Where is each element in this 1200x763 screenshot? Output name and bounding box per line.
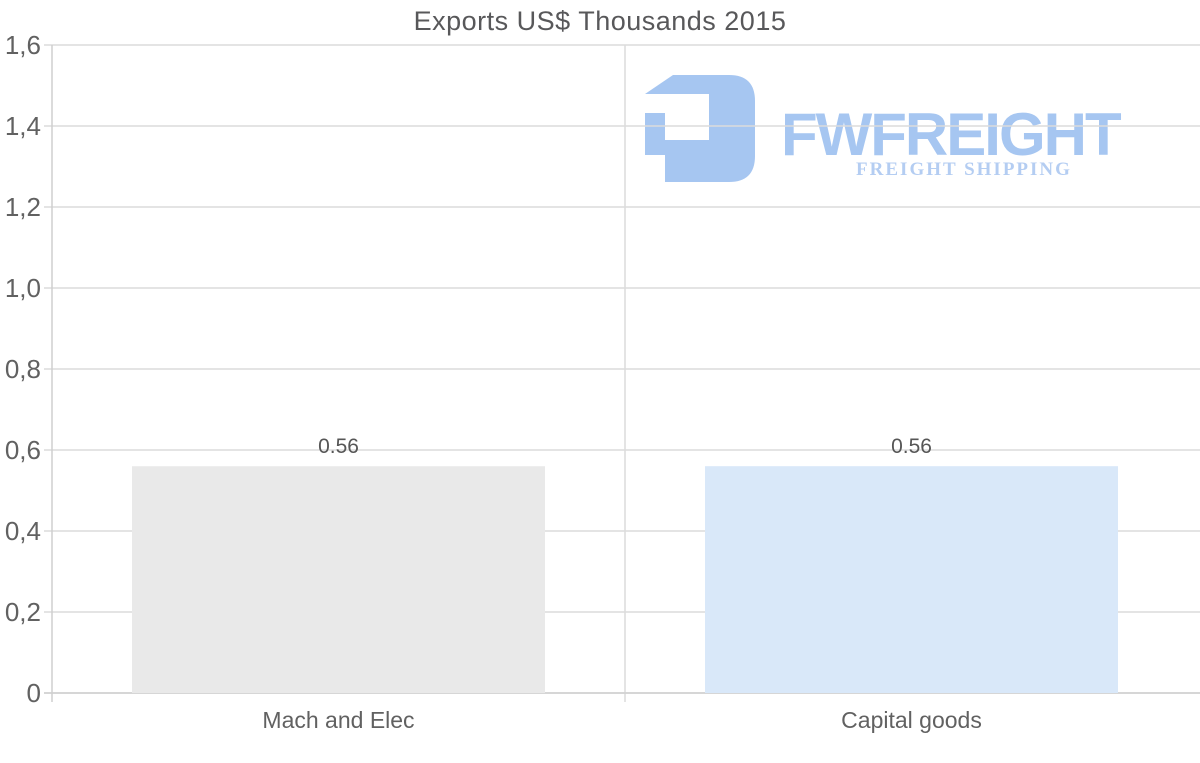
logo-name-text: FWFREIGHT: [781, 101, 1122, 168]
y-tick-label: 0: [27, 678, 41, 708]
y-tick-label: 0,2: [5, 597, 41, 627]
bar-capital-goods: [705, 466, 1118, 693]
fwfreight-logo-icon: [645, 75, 755, 182]
fwfreight-logo: FWFREIGHT FREIGHT SHIPPING: [645, 75, 1145, 185]
y-tick-label: 0,4: [5, 516, 41, 546]
x-axis-label-capital-goods: Capital goods: [841, 707, 982, 733]
y-tick-label: 1,0: [5, 273, 41, 303]
y-tick-label: 0,8: [5, 354, 41, 384]
y-tick-label: 1,6: [5, 30, 41, 60]
bar-value-label: 0.56: [318, 435, 359, 458]
x-axis-label-mach-and-elec: Mach and Elec: [262, 707, 414, 733]
chart-title: Exports US$ Thousands 2015: [413, 6, 787, 36]
y-tick-label: 1,2: [5, 192, 41, 222]
logo-tagline-text: FREIGHT SHIPPING: [856, 159, 1072, 180]
bar-value-label: 0.56: [891, 435, 932, 458]
y-tick-label: 0,6: [5, 435, 41, 465]
y-tick-label: 1,4: [5, 111, 41, 141]
bar-mach-and-elec: [132, 466, 545, 693]
